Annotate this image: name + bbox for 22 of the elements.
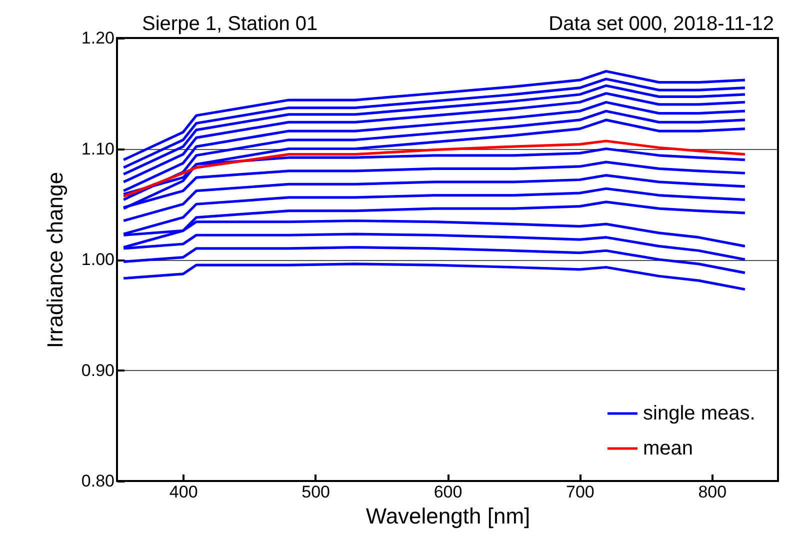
- x-tick-label: 500: [302, 482, 330, 502]
- line-series: [122, 246, 746, 274]
- line-series: [122, 70, 746, 162]
- x-tick-label: 800: [698, 482, 727, 502]
- line-series: [122, 174, 746, 222]
- line-series: [122, 262, 746, 291]
- y-tick-label: 0.90: [81, 360, 114, 380]
- legend-label: mean: [643, 438, 694, 460]
- line-series: [122, 92, 746, 184]
- y-tick-label: 1.00: [81, 250, 114, 269]
- chart-title: Sierpe 1, Station 01: [142, 13, 318, 35]
- chart-subtitle: Data set 000, 2018-11-12: [548, 13, 774, 35]
- y-tick-label: 1.10: [81, 139, 114, 158]
- y-tick-label: 0.80: [81, 472, 114, 490]
- x-axis-title: Wavelength [nm]: [366, 504, 530, 528]
- x-tick-label: 700: [566, 482, 594, 502]
- legend-label: single meas.: [643, 402, 756, 424]
- x-tick-label: 600: [434, 482, 462, 502]
- x-tick-label: 400: [169, 482, 198, 502]
- y-tick-label: 1.20: [81, 28, 114, 48]
- line-series: [122, 100, 746, 192]
- y-axis-title: Irradiance change: [42, 172, 68, 348]
